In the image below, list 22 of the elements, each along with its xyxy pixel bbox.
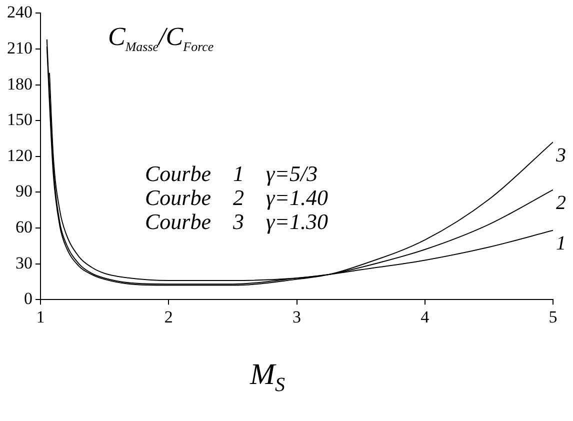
y-tick-label: 180 xyxy=(7,74,32,94)
y-tick-label: 60 xyxy=(16,217,32,236)
annotation: Courbe 2 γ=1.40 xyxy=(145,184,328,210)
y-axis-title: C$_{Masse}$/C$_{Force}$ xyxy=(108,22,214,56)
y-tick-label: 90 xyxy=(16,182,32,201)
x-tick-label: 2 xyxy=(164,307,173,326)
y-tick-label: 210 xyxy=(7,38,32,58)
series-label: 3 xyxy=(555,144,566,166)
y-tick-label: 30 xyxy=(16,253,32,272)
y-tick-label: 150 xyxy=(7,110,32,130)
x-tick-label: 1 xyxy=(36,307,45,326)
x-tick-label: 4 xyxy=(420,307,430,326)
x-axis-title: M$_{S}$ xyxy=(250,358,285,397)
y-tick-label: 240 xyxy=(7,2,32,22)
series-label: 2 xyxy=(556,192,566,214)
x-tick-label: 3 xyxy=(292,307,301,326)
y-tick-label: 0 xyxy=(24,289,32,308)
x-tick-label: 5 xyxy=(548,307,558,326)
annotation: Courbe 1 γ=5/3 xyxy=(145,160,318,186)
series-label: 1 xyxy=(556,232,566,255)
annotation: Courbe 3 γ=1.30 xyxy=(145,208,328,234)
y-tick-label: 120 xyxy=(7,146,32,165)
